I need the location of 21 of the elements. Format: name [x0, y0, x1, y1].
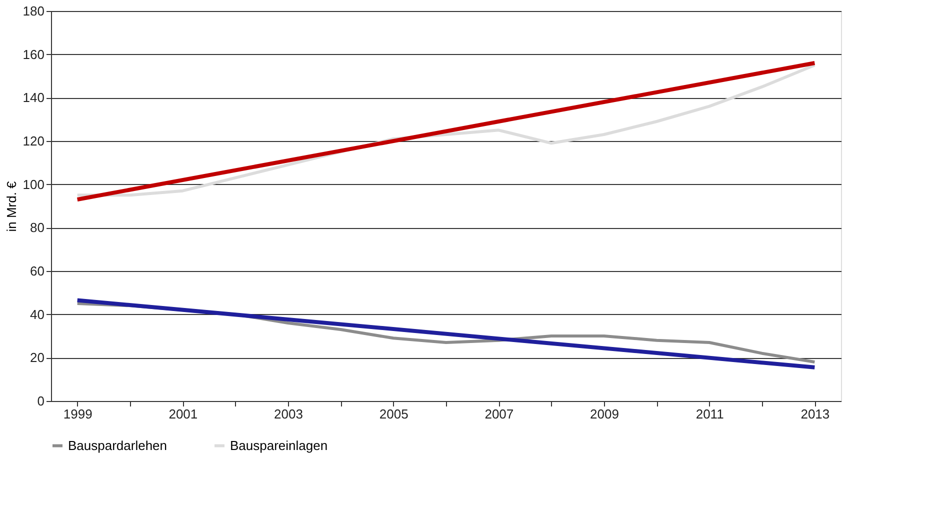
- x-tick-label: 1999: [63, 406, 92, 422]
- y-tick-label: 0: [37, 394, 44, 408]
- x-tick-label: 2009: [590, 406, 619, 422]
- y-tick-label: 180: [22, 4, 44, 18]
- y-tick-label: 100: [22, 176, 44, 192]
- x-tick-label: 2005: [379, 406, 408, 422]
- y-tick-label: 160: [22, 46, 44, 62]
- x-tick-label: 2003: [274, 406, 303, 422]
- x-tick-label: 2013: [800, 406, 830, 422]
- x-tick-label: 2001: [168, 406, 198, 422]
- legend-label: Bauspareinlagen: [230, 438, 328, 453]
- x-tick-label: 2011: [696, 406, 724, 422]
- y-tick-label: 120: [22, 134, 44, 148]
- y-axis-title: in Mrd. €: [4, 180, 19, 232]
- y-tick-label: 60: [30, 264, 44, 278]
- x-tick-label: 2007: [484, 406, 514, 422]
- y-tick-label: 80: [30, 220, 44, 236]
- y-tick-label: 20: [30, 350, 44, 366]
- legend-label: Bauspardarlehen: [68, 438, 168, 453]
- y-tick-label: 140: [22, 90, 44, 106]
- y-tick-label: 40: [30, 306, 44, 322]
